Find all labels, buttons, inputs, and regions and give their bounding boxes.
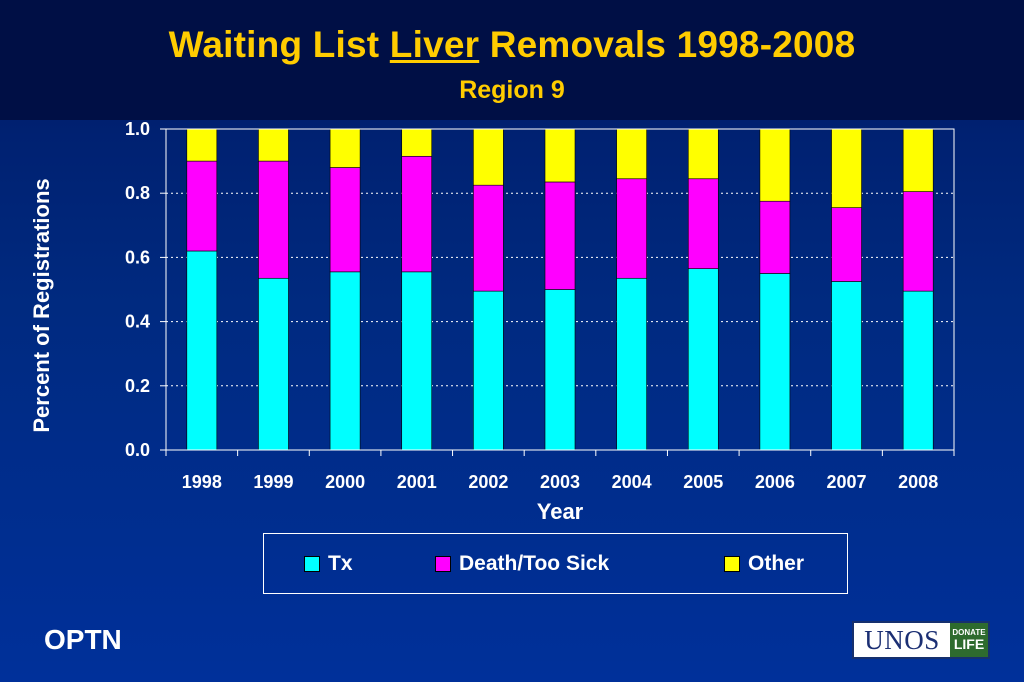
y-tick-label-0.6: 0.6 (125, 247, 150, 267)
x-tick-label-1998: 1998 (182, 472, 222, 492)
y-axis-title: Percent of Registrations (29, 178, 54, 432)
unos-logo-text: UNOS (864, 624, 940, 655)
x-tick-label-2002: 2002 (468, 472, 508, 492)
bar-other-2004 (616, 128, 647, 180)
legend-label-death-too-sick: Death/Too Sick (459, 552, 610, 575)
bar-tx-2004 (616, 277, 647, 451)
plot-frame (165, 128, 955, 451)
bar-tx-2008 (902, 290, 934, 451)
x-tick-label-2000: 2000 (325, 472, 365, 492)
bar-other-2005 (687, 128, 719, 180)
bar-death-too-sick-2001 (401, 155, 433, 273)
legend-label-other: Other (748, 552, 805, 575)
chart-subtitle: Region 9 (459, 76, 565, 104)
optn-label: OPTN (44, 624, 122, 655)
bar-other-2008 (902, 128, 934, 192)
x-tick-label-2001: 2001 (397, 472, 437, 492)
legend: Tx Death/Too Sick Other (263, 533, 848, 594)
legend-item-tx: Tx (304, 552, 353, 575)
bar-other-1998 (186, 128, 218, 162)
bar-tx-2007 (831, 281, 862, 451)
x-axis-title: Year (537, 499, 584, 524)
bar-other-2006 (759, 128, 791, 202)
x-tick-label-2008: 2008 (898, 472, 938, 492)
title-part1: Waiting List (168, 24, 390, 65)
bar-death-too-sick-2007 (831, 207, 862, 282)
x-tick-label-2007: 2007 (827, 472, 867, 492)
legend-swatch-death-too-sick (435, 556, 451, 572)
x-tick-label-2003: 2003 (540, 472, 580, 492)
y-tick-label-0.2: 0.2 (125, 376, 150, 396)
bar-other-2000 (329, 128, 361, 168)
chart-title: Waiting List Liver Removals 1998-2008 (0, 24, 1024, 66)
bar-death-too-sick-2004 (616, 178, 647, 279)
legend-item-death-too-sick: Death/Too Sick (435, 552, 610, 575)
legend-swatch-tx (304, 556, 320, 572)
legend-item-other: Other (724, 552, 805, 575)
bar-tx-1998 (186, 250, 218, 451)
bar-other-2002 (473, 128, 504, 186)
bar-tx-2006 (759, 273, 791, 451)
bar-tx-1999 (258, 277, 289, 451)
y-tick-label-0.8: 0.8 (125, 183, 150, 203)
donate-life-line2: LIFE (953, 636, 985, 652)
bar-tx-2000 (329, 271, 361, 451)
x-tick-label-2006: 2006 (755, 472, 795, 492)
x-tick-label-1999: 1999 (253, 472, 293, 492)
x-tick-label-2004: 2004 (612, 472, 652, 492)
bar-death-too-sick-2003 (544, 181, 576, 290)
y-tick-label-1.0: 1.0 (125, 119, 150, 139)
x-tick-label-2005: 2005 (683, 472, 723, 492)
bar-other-2007 (831, 128, 862, 208)
bar-other-1999 (258, 128, 289, 162)
bar-death-too-sick-1998 (186, 160, 218, 252)
bar-death-too-sick-2002 (473, 184, 504, 292)
unos-donate-life-logo: UNOS DONATE LIFE (852, 621, 990, 659)
legend-label-tx: Tx (328, 552, 353, 575)
donate-life-line1: DONATE (952, 628, 986, 637)
bar-tx-2002 (473, 290, 504, 451)
bar-tx-2003 (544, 289, 576, 451)
bar-other-2001 (401, 128, 433, 157)
bar-death-too-sick-2008 (902, 191, 934, 292)
y-tick-label-0.4: 0.4 (125, 312, 150, 332)
bar-death-too-sick-2000 (329, 167, 361, 273)
bar-tx-2005 (687, 268, 719, 451)
bar-death-too-sick-2006 (759, 200, 791, 274)
legend-swatch-other (724, 556, 740, 572)
bar-death-too-sick-2005 (687, 178, 719, 269)
title-band (0, 0, 1024, 120)
bar-tx-2001 (401, 271, 433, 451)
donate-life-badge: DONATE LIFE (950, 623, 988, 657)
title-part2: Removals 1998-2008 (479, 24, 856, 65)
y-tick-label-0.0: 0.0 (125, 440, 150, 460)
title-underlined-word: Liver (389, 24, 480, 65)
bar-other-2003 (544, 128, 576, 183)
bar-death-too-sick-1999 (258, 160, 289, 279)
